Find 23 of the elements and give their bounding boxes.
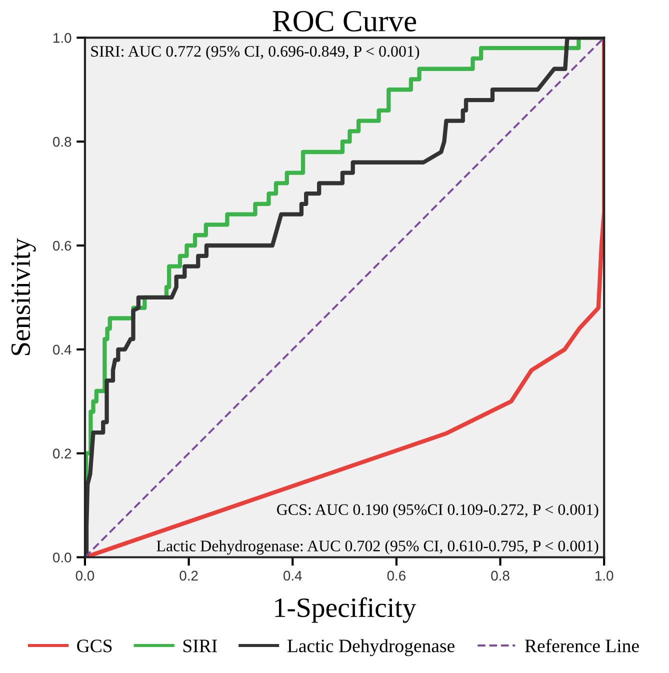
y-tick-label: 0.8 bbox=[53, 136, 72, 147]
annotation: GCS: AUC 0.190 (95%CI 0.109-0.272, P < 0.001) bbox=[277, 504, 598, 518]
y-axis-title: Sensitivity bbox=[11, 238, 36, 356]
y-tick-label: 0.0 bbox=[53, 552, 72, 562]
line-series bbox=[84, 38, 604, 558]
legend-label: GCS bbox=[77, 640, 112, 652]
y-tick-label: 1.0 bbox=[54, 33, 72, 43]
x-tick-label: 0.4 bbox=[284, 570, 302, 581]
x-tick-label: 0.6 bbox=[387, 570, 406, 581]
chart-title: ROC Curve bbox=[272, 10, 416, 32]
y-tick-label: 0.2 bbox=[53, 448, 72, 458]
y-tick-label: 0.4 bbox=[53, 344, 72, 355]
x-axis-title: 1-Specificity bbox=[275, 597, 416, 623]
legend-label: SIRI bbox=[183, 640, 217, 652]
x-tick-label: 0.8 bbox=[491, 570, 510, 581]
x-tick-label: 0.0 bbox=[76, 570, 94, 581]
x-tick-label: 0.2 bbox=[180, 570, 198, 581]
annotation: Lactic Dehydrogenase: AUC 0.702 (95% CI, 0.610-0.795, P < 0.001) bbox=[156, 540, 598, 555]
y-tick-label: 0.6 bbox=[53, 240, 72, 251]
x-tick-label: 1.0 bbox=[596, 570, 614, 581]
legend-label: Reference Line bbox=[525, 638, 639, 652]
legend-label: Lactic Dehydrogenase bbox=[288, 639, 454, 656]
annotation: SIRI: AUC 0.772 (95% CI, 0.696-0.849, P < 0.001) bbox=[91, 45, 420, 60]
